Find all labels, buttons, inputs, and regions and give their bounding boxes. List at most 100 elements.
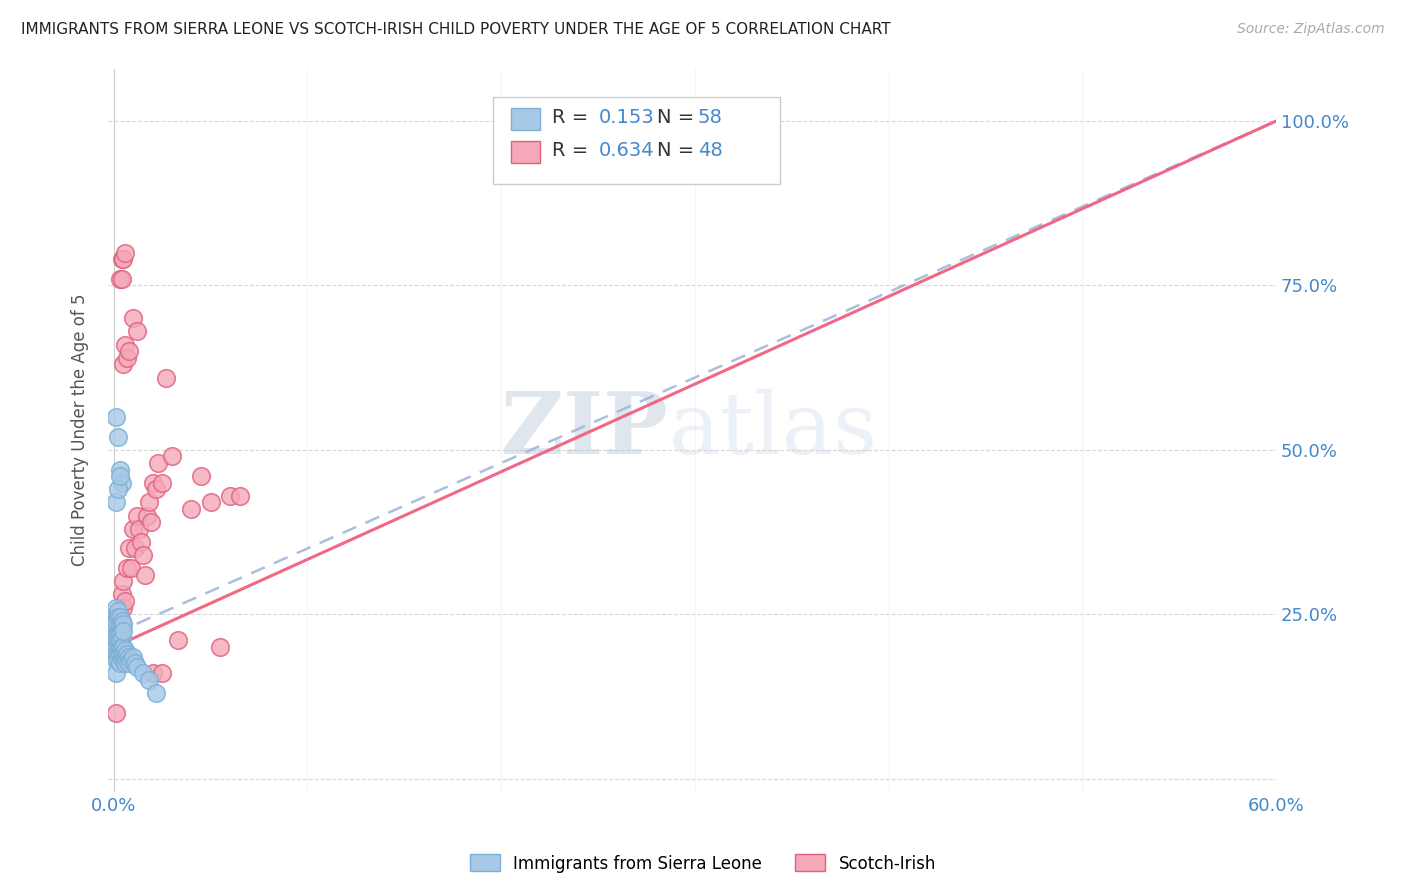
Point xyxy=(135,508,157,523)
Text: 48: 48 xyxy=(697,141,723,160)
Point xyxy=(110,475,132,490)
Point xyxy=(138,495,160,509)
Point xyxy=(112,640,135,654)
Point xyxy=(122,522,145,536)
Point xyxy=(125,325,148,339)
Point xyxy=(104,409,127,424)
Point xyxy=(104,600,127,615)
Text: atlas: atlas xyxy=(669,389,877,472)
Point xyxy=(122,311,145,326)
Point xyxy=(112,600,135,615)
Point xyxy=(107,653,129,667)
FancyBboxPatch shape xyxy=(510,108,540,130)
Point xyxy=(108,610,131,624)
Text: IMMIGRANTS FROM SIERRA LEONE VS SCOTCH-IRISH CHILD POVERTY UNDER THE AGE OF 5 CO: IMMIGRANTS FROM SIERRA LEONE VS SCOTCH-I… xyxy=(21,22,891,37)
Point xyxy=(108,469,131,483)
Point xyxy=(132,548,155,562)
Point xyxy=(155,370,177,384)
Point xyxy=(228,489,250,503)
Point xyxy=(104,633,127,648)
Point xyxy=(107,614,129,628)
Point xyxy=(122,649,145,664)
Text: N =: N = xyxy=(657,108,700,128)
Point xyxy=(107,640,129,654)
Point xyxy=(141,475,163,490)
Point xyxy=(118,657,141,671)
Point xyxy=(107,647,129,661)
FancyBboxPatch shape xyxy=(510,141,540,162)
Point xyxy=(117,561,139,575)
Point xyxy=(104,647,127,661)
Point xyxy=(134,567,156,582)
Point xyxy=(108,627,131,641)
Point xyxy=(104,706,127,720)
Point xyxy=(108,607,131,622)
Point xyxy=(145,686,167,700)
Point xyxy=(118,649,141,664)
Point xyxy=(118,344,141,359)
Point xyxy=(180,502,202,516)
Point xyxy=(124,541,146,556)
Point xyxy=(108,633,131,648)
Point xyxy=(125,660,148,674)
Point xyxy=(190,469,212,483)
Point xyxy=(104,614,127,628)
Point xyxy=(104,614,127,628)
Text: 0.634: 0.634 xyxy=(599,141,654,160)
Point xyxy=(110,620,132,634)
Point xyxy=(141,666,163,681)
Point xyxy=(108,617,131,632)
Y-axis label: Child Poverty Under the Age of 5: Child Poverty Under the Age of 5 xyxy=(72,293,89,566)
Point xyxy=(103,640,125,654)
Point xyxy=(139,515,162,529)
Point xyxy=(219,489,242,503)
Point xyxy=(107,604,129,618)
Point xyxy=(107,610,129,624)
Point xyxy=(110,649,132,664)
Point xyxy=(110,587,132,601)
Point xyxy=(145,483,167,497)
Point xyxy=(112,653,135,667)
Point xyxy=(107,620,129,634)
Point xyxy=(110,272,132,286)
Point xyxy=(104,653,127,667)
Point xyxy=(166,633,188,648)
FancyBboxPatch shape xyxy=(494,97,779,185)
Point xyxy=(117,351,139,365)
Point xyxy=(114,337,136,351)
Point xyxy=(160,450,183,464)
Legend: Immigrants from Sierra Leone, Scotch-Irish: Immigrants from Sierra Leone, Scotch-Iri… xyxy=(463,847,943,880)
Point xyxy=(108,647,131,661)
Point xyxy=(120,653,142,667)
Point xyxy=(114,594,136,608)
Point xyxy=(112,252,135,267)
Point xyxy=(112,624,135,638)
Text: R =: R = xyxy=(551,108,595,128)
Point xyxy=(104,666,127,681)
Point xyxy=(110,252,132,267)
Text: 0.153: 0.153 xyxy=(599,108,654,128)
Point xyxy=(114,657,136,671)
Point xyxy=(108,272,131,286)
Text: N =: N = xyxy=(657,141,700,160)
Point xyxy=(112,574,135,589)
Point xyxy=(209,640,232,654)
Point xyxy=(150,666,173,681)
Point xyxy=(148,456,170,470)
Point xyxy=(117,647,139,661)
Point xyxy=(124,657,146,671)
Point xyxy=(132,666,155,681)
Point xyxy=(104,627,127,641)
Point xyxy=(107,430,129,444)
Point xyxy=(108,657,131,671)
Text: 58: 58 xyxy=(697,108,723,128)
Point xyxy=(110,643,132,657)
Point xyxy=(200,495,222,509)
Point xyxy=(104,495,127,509)
Point xyxy=(118,541,141,556)
Point xyxy=(138,673,160,687)
Point xyxy=(129,534,152,549)
Point xyxy=(125,508,148,523)
Point xyxy=(104,607,127,622)
Point xyxy=(110,614,132,628)
